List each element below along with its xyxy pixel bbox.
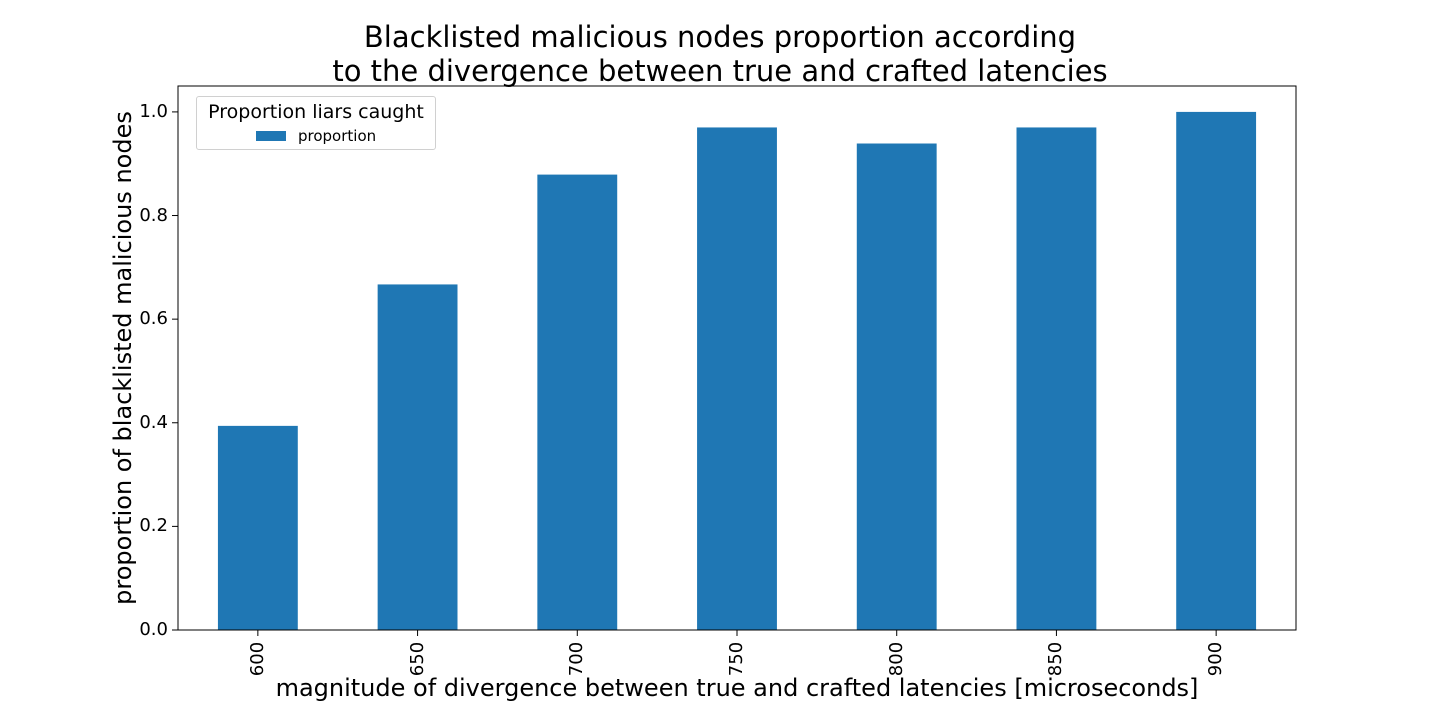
x-tick-label: 650 [406,641,428,677]
bar-900 [1176,111,1257,630]
x-tick-label: 800 [885,641,907,677]
bar-650 [377,284,458,630]
legend-label-proportion: proportion [298,127,377,145]
x-axis-label: magnitude of divergence between true and… [275,674,1199,702]
y-tick-label: 0.6 [139,308,168,330]
x-tick-label: 750 [726,641,747,677]
bar-600 [217,425,298,630]
bar-800 [856,143,937,630]
legend-swatch-proportion [256,131,286,141]
x-tick-label: 900 [1205,641,1227,677]
x-tick-label: 850 [1045,641,1067,677]
bar-750 [697,127,777,630]
x-tick-label: 600 [246,641,268,677]
y-tick-label: 0.2 [139,515,168,537]
bar-850 [1016,127,1097,630]
y-tick-label: 0.8 [139,204,168,226]
chart-title-line-1: Blacklisted malicious nodes proportion a… [363,20,1077,54]
y-tick-label: 1.0 [139,100,168,122]
chart-title-line-2: to the divergence between true and craft… [332,54,1108,88]
legend-title: Proportion liars caught [208,101,424,123]
y-axis-label: proportion of blacklisted malicious node… [109,111,137,605]
legend: Proportion liars caught proportion [196,96,436,150]
x-tick-label: 700 [566,641,588,677]
bar-700 [537,174,618,630]
y-tick-label: 0.4 [139,411,168,433]
y-tick-label: 0.0 [139,619,168,640]
